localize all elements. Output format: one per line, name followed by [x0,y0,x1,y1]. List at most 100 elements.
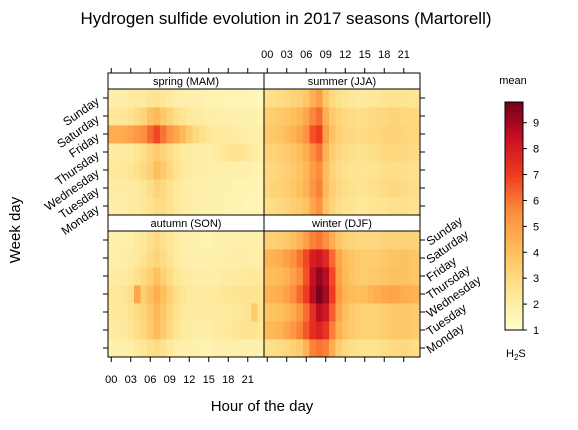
heatmap-cell [218,249,226,268]
heatmap-cell [108,285,115,304]
heatmap-cell [316,125,323,144]
heatmap-cell [173,161,180,180]
heatmap-cell [270,339,278,358]
heatmap-cell [140,107,148,126]
heatmap-cell [140,125,148,144]
heatmap-cell [309,231,317,250]
heatmap-cell [322,161,330,180]
colorbar-segment [505,117,523,121]
heatmap-cell [179,125,187,144]
heatmap-cell [309,143,317,162]
panel-1: summer (JJA) [263,72,421,216]
heatmap-cell [342,303,349,322]
heatmap-cell [381,285,388,304]
heatmap-cell [283,161,291,180]
heatmap-cell [121,285,128,304]
heatmap-cell [407,143,414,162]
heatmap-cell [394,321,401,340]
heatmap-cell [160,231,167,250]
heatmap-cell [270,321,278,340]
heatmap-cell [225,197,232,216]
heatmap-cell [134,125,141,144]
colorbar-segment [505,264,523,267]
heatmap-cell [309,107,317,126]
heatmap-cell [212,197,219,216]
x-tick-label: 06 [144,374,156,386]
x-tick-label: 00 [261,49,273,61]
heatmap-cell [348,161,356,180]
heatmap-cell [335,143,343,162]
heatmap-cell [231,249,239,268]
heatmap-cell [108,143,115,162]
heatmap-cell [264,179,271,198]
heatmap-cell [225,161,232,180]
heatmap-cell [192,179,200,198]
colorbar-segment [505,195,523,199]
heatmap-cell [147,267,154,286]
heatmap-cell [355,231,362,250]
heatmap-cell [173,303,180,322]
heatmap-cell [368,89,375,108]
heatmap-cell [348,143,356,162]
colorbar-segment [505,297,523,300]
heatmap-cell [264,125,271,144]
heatmap-cell [407,197,414,216]
heatmap-cell [160,143,167,162]
heatmap-cell [394,231,401,250]
heatmap-cell [342,339,349,358]
heatmap-cell [374,285,382,304]
heatmap-cell [309,303,317,322]
heatmap-cell [368,285,375,304]
heatmap-cell [257,107,265,126]
heatmap-cell [335,197,343,216]
heatmap-cell [147,321,154,340]
heatmap-cell [218,143,226,162]
colorbar-segment [505,259,523,262]
heatmap-cell [244,285,252,304]
heatmap-cell [238,107,245,126]
heatmap-cell [342,249,349,268]
heatmap-cell [335,179,343,198]
colorbar-segment [505,266,523,270]
heatmap-cell [127,285,135,304]
heatmap-cell [283,179,291,198]
heatmap-cell [407,107,414,126]
heatmap-cell [290,339,297,358]
heatmap-cell [134,89,141,108]
heatmap-cell [381,267,388,286]
heatmap-cell [322,249,330,268]
heatmap-cell [108,249,115,268]
heatmap-cell [387,285,395,304]
heatmap-cell [205,231,213,250]
heatmap-cell [186,125,193,144]
heatmap-cell [387,89,395,108]
heatmap-cell [296,125,304,144]
heatmap-cell [140,339,148,358]
heatmap-cell [374,143,382,162]
colorbar-segment [505,183,523,186]
heatmap-cell [147,107,154,126]
heatmap-cell [270,107,278,126]
heatmap-cell [316,143,323,162]
x-tick-label: 18 [378,49,390,61]
heatmap-cell [108,267,115,286]
heatmap-cell [179,267,187,286]
heatmap-cell [199,125,206,144]
heatmap-cell [134,143,141,162]
heatmap-cell [290,303,297,322]
x-axis-label: Hour of the day [211,398,314,415]
colorbar-segment [505,269,523,273]
heatmap-cell [400,143,408,162]
colorbar-segment [505,276,523,280]
heatmap-cell [140,197,148,216]
heatmap-cell [290,179,297,198]
heatmap-cell [127,231,135,250]
colorbar-segment [505,122,523,126]
heatmap-cell [355,161,362,180]
heatmap-cell [160,249,167,268]
heatmap-cell [212,285,219,304]
heatmap-cell [192,143,200,162]
heatmap-cell [134,321,141,340]
heatmap-cell [270,89,278,108]
